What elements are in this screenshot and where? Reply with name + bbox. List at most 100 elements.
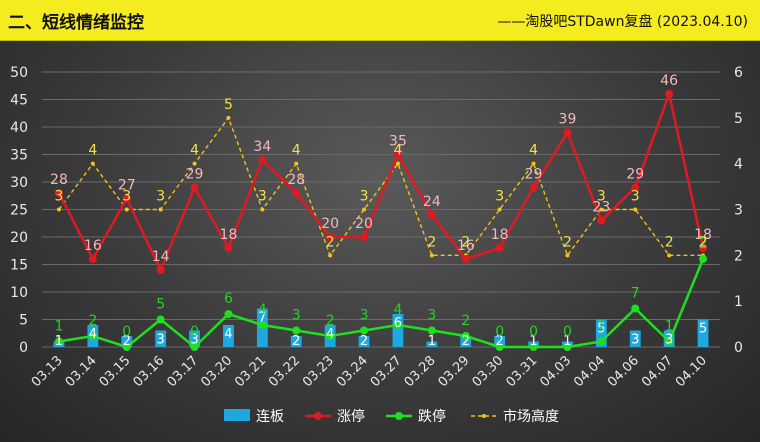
y-left-tick-label: 15 bbox=[10, 258, 28, 274]
point-market-height bbox=[260, 207, 265, 212]
data-label-dieting: 6 bbox=[224, 291, 233, 307]
data-label-zhangting: 29 bbox=[525, 167, 543, 183]
y-right-tick-label: 3 bbox=[734, 203, 743, 219]
data-label-lianban: 3 bbox=[157, 333, 165, 348]
data-label-lianban: 7 bbox=[258, 311, 266, 326]
data-label-market-height: 4 bbox=[529, 143, 538, 159]
point-zhangting bbox=[495, 244, 504, 252]
data-label-zhangting: 14 bbox=[152, 249, 170, 265]
data-label-zhangting: 29 bbox=[626, 167, 644, 183]
data-label-market-height: 2 bbox=[699, 234, 708, 250]
data-label-zhangting: 16 bbox=[457, 238, 475, 254]
y-left-tick-label: 30 bbox=[10, 175, 28, 191]
data-label-lianban: 3 bbox=[631, 333, 639, 348]
x-tick-label: 03.16 bbox=[131, 353, 168, 390]
x-tick-label: 03.31 bbox=[503, 353, 540, 390]
point-market-height bbox=[56, 207, 61, 212]
data-label-zhangting: 16 bbox=[84, 238, 102, 254]
data-label-lianban: 5 bbox=[699, 322, 707, 337]
point-market-height bbox=[192, 161, 197, 166]
y-left-tick-label: 5 bbox=[19, 313, 28, 329]
data-label-zhangting: 23 bbox=[592, 200, 610, 216]
point-zhangting bbox=[292, 189, 301, 197]
data-label-dieting: 2 bbox=[88, 313, 97, 329]
x-tick-label: 03.30 bbox=[470, 353, 507, 390]
y-right-tick-label: 4 bbox=[734, 157, 743, 173]
data-label-lianban: 3 bbox=[190, 333, 198, 348]
data-label-lianban: 4 bbox=[89, 327, 97, 342]
data-label-zhangting: 28 bbox=[287, 172, 305, 188]
point-market-height bbox=[362, 207, 367, 212]
point-dieting bbox=[258, 321, 267, 329]
point-dieting bbox=[190, 343, 199, 351]
data-label-market-height: 2 bbox=[461, 234, 470, 250]
data-label-zhangting: 29 bbox=[186, 167, 204, 183]
line-dieting bbox=[58, 258, 705, 349]
point-zhangting bbox=[54, 189, 63, 197]
point-dieting bbox=[292, 326, 301, 335]
data-label-zhangting: 35 bbox=[389, 134, 407, 150]
data-label-dieting: 0 bbox=[495, 324, 504, 340]
point-dieting bbox=[699, 255, 708, 263]
x-tick-label: 04.04 bbox=[571, 353, 608, 390]
point-zhangting bbox=[326, 233, 335, 241]
data-label-market-height: 3 bbox=[156, 189, 165, 205]
point-market-height bbox=[429, 253, 434, 258]
point-dieting bbox=[156, 315, 165, 324]
point-zhangting bbox=[597, 216, 606, 225]
chart-source: ——淘股吧STDawn复盘 (2023.04.10) bbox=[497, 14, 748, 30]
point-market-height bbox=[158, 207, 163, 212]
data-label-dieting: 7 bbox=[631, 286, 640, 302]
data-label-zhangting: 20 bbox=[321, 216, 339, 232]
point-zhangting bbox=[427, 211, 436, 219]
data-label-market-height: 5 bbox=[224, 97, 233, 113]
y-left-tick-label: 50 bbox=[10, 65, 28, 81]
data-label-lianban: 4 bbox=[326, 327, 334, 342]
bar-lianban bbox=[358, 336, 370, 347]
legend-marker-zhangting bbox=[314, 412, 322, 420]
data-label-zhangting: 20 bbox=[355, 216, 373, 232]
x-tick-label: 03.28 bbox=[402, 353, 439, 390]
x-tick-label: 03.23 bbox=[300, 353, 337, 390]
point-dieting bbox=[631, 304, 640, 313]
point-zhangting bbox=[360, 233, 369, 241]
title-bar: 二、短线情绪监控 ——淘股吧STDawn复盘 (2023.04.10) bbox=[0, 0, 760, 41]
x-tick-label: 04.10 bbox=[673, 353, 710, 390]
data-label-dieting: 2 bbox=[326, 313, 335, 329]
data-label-lianban: 2 bbox=[292, 334, 300, 349]
data-label-zhangting: 28 bbox=[50, 172, 68, 188]
y-right-tick-label: 2 bbox=[734, 248, 743, 264]
data-label-dieting: 3 bbox=[427, 308, 436, 324]
data-label-lianban: 2 bbox=[462, 334, 470, 349]
line-zhangting bbox=[57, 89, 705, 274]
x-tick-label: 03.22 bbox=[266, 353, 303, 390]
data-label-market-height: 3 bbox=[597, 189, 606, 205]
legend-swatch-lianban bbox=[224, 409, 250, 421]
data-label-lianban: 5 bbox=[597, 322, 605, 337]
point-market-height bbox=[226, 115, 231, 120]
x-tick-label: 04.03 bbox=[537, 353, 574, 390]
data-label-zhangting: 18 bbox=[491, 227, 509, 243]
legend-marker-dieting bbox=[395, 412, 403, 420]
data-label-market-height: 3 bbox=[122, 189, 131, 205]
bar-lianban bbox=[460, 336, 472, 347]
data-label-dieting: 2 bbox=[699, 236, 708, 252]
data-label-dieting: 0 bbox=[122, 324, 131, 340]
data-label-dieting: 5 bbox=[156, 297, 165, 313]
x-tick-label: 03.24 bbox=[334, 353, 371, 390]
x-tick-label: 03.15 bbox=[97, 353, 134, 390]
point-dieting bbox=[326, 332, 335, 340]
data-label-market-height: 3 bbox=[495, 189, 504, 205]
y-right-tick-label: 6 bbox=[734, 65, 743, 81]
point-zhangting bbox=[190, 183, 199, 192]
legend-label-market-height: 市场高度 bbox=[503, 408, 559, 425]
data-label-lianban: 6 bbox=[394, 316, 402, 331]
point-zhangting bbox=[88, 255, 97, 263]
bar-lianban bbox=[290, 336, 302, 347]
bar-lianban bbox=[494, 336, 506, 347]
data-label-zhangting: 39 bbox=[559, 112, 577, 128]
data-label-lianban: 2 bbox=[496, 334, 504, 349]
point-market-height bbox=[328, 253, 333, 258]
data-label-market-height: 2 bbox=[427, 234, 436, 250]
